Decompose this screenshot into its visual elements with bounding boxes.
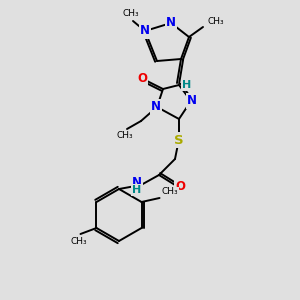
Text: O: O [137,73,147,85]
Text: N: N [187,94,197,107]
Text: N: N [132,176,142,188]
Text: CH₃: CH₃ [207,16,224,26]
Text: N: N [166,16,176,29]
Text: CH₃: CH₃ [123,10,139,19]
Text: O: O [175,179,185,193]
Text: CH₃: CH₃ [161,188,178,196]
Text: N: N [140,25,150,38]
Text: H: H [182,80,192,90]
Text: S: S [174,134,184,146]
Text: N: N [151,100,161,113]
Text: CH₃: CH₃ [70,236,87,245]
Text: H: H [132,185,142,195]
Text: CH₃: CH₃ [117,131,133,140]
